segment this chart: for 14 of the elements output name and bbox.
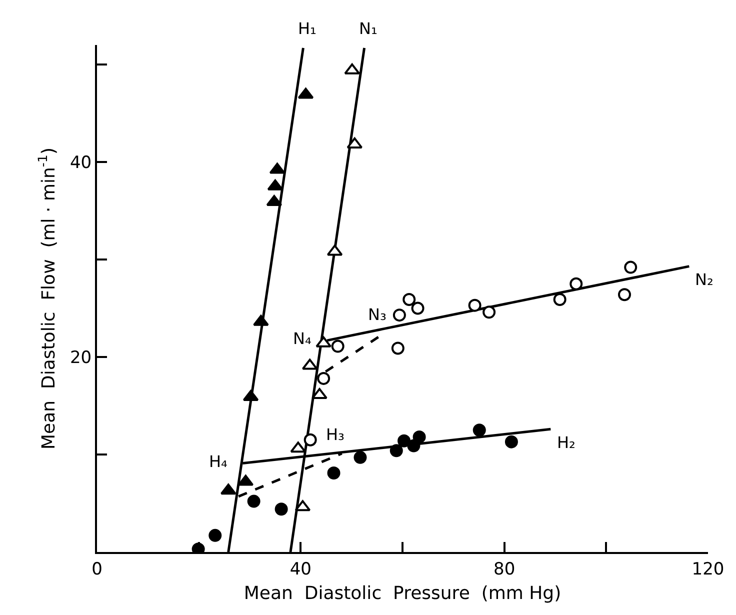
x-axis-title: Mean Diastolic Pressure (mm Hg) [244,583,562,604]
annotation: N₃ [368,305,386,324]
annotation: N₁ [359,19,378,38]
x-tick-label: 0 [92,559,102,580]
y-tick-label: 20 [70,348,92,368]
x-tick-label: 40 [290,559,312,580]
x-tick-label: 80 [494,559,516,580]
annotation: N₄ [293,329,312,348]
annotation: H₃ [326,425,344,444]
x-tick-label: 120 [692,559,724,580]
annotation: H₂ [557,433,576,452]
annotation: H₄ [209,452,228,471]
annotation: H₁ [298,19,316,38]
annotation: N₂ [695,270,714,289]
